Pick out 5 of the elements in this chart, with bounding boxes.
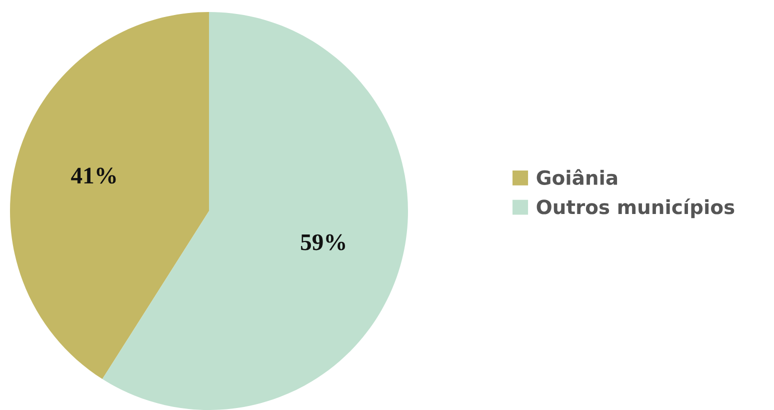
data-label: 59% [300, 234, 346, 250]
legend-label: Goiânia [536, 169, 618, 185]
pie-slice [10, 12, 209, 380]
legend-label: Outros municípios [536, 198, 734, 218]
data-label: 41% [71, 168, 116, 184]
